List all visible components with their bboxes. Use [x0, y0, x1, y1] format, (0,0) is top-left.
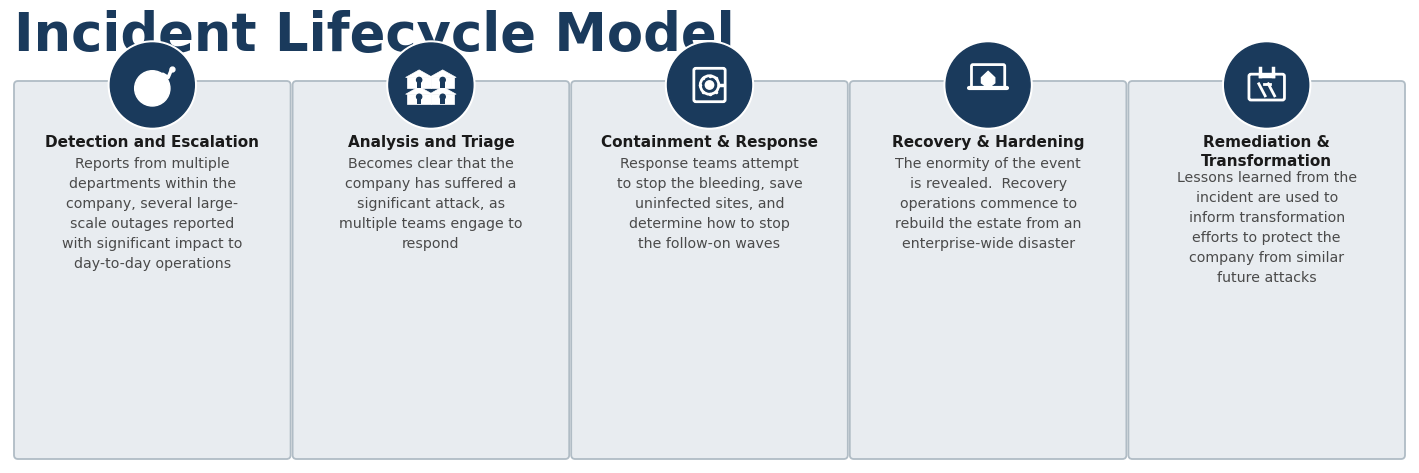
Polygon shape: [982, 71, 995, 88]
Text: Incident Lifecycle Model: Incident Lifecycle Model: [14, 10, 735, 62]
Circle shape: [108, 41, 196, 129]
Polygon shape: [406, 70, 433, 78]
Text: Detection and Escalation: Detection and Escalation: [45, 135, 260, 150]
Circle shape: [946, 43, 1030, 127]
FancyBboxPatch shape: [850, 81, 1127, 459]
Text: Lessons learned from the
incident are used to
inform transformation
efforts to p: Lessons learned from the incident are us…: [1176, 171, 1357, 285]
Polygon shape: [417, 99, 421, 105]
Circle shape: [389, 43, 473, 127]
Circle shape: [667, 43, 752, 127]
Circle shape: [666, 41, 753, 129]
FancyBboxPatch shape: [292, 81, 569, 459]
Circle shape: [1223, 41, 1311, 129]
Polygon shape: [407, 94, 431, 105]
Circle shape: [705, 81, 714, 89]
Text: Response teams attempt
to stop the bleeding, save
uninfected sites, and
determin: Response teams attempt to stop the bleed…: [617, 157, 802, 251]
Circle shape: [111, 43, 194, 127]
Circle shape: [944, 41, 1032, 129]
Polygon shape: [407, 78, 431, 88]
Text: Analysis and Triage: Analysis and Triage: [348, 135, 514, 150]
Text: Recovery & Hardening: Recovery & Hardening: [893, 135, 1084, 150]
Polygon shape: [429, 87, 455, 94]
FancyBboxPatch shape: [1128, 81, 1405, 459]
Circle shape: [1225, 43, 1308, 127]
Circle shape: [440, 78, 446, 83]
Circle shape: [135, 71, 170, 106]
Circle shape: [417, 78, 421, 83]
Text: Reports from multiple
departments within the
company, several large-
scale outag: Reports from multiple departments within…: [62, 157, 243, 271]
FancyBboxPatch shape: [572, 81, 847, 459]
Circle shape: [417, 94, 421, 99]
Polygon shape: [406, 87, 433, 94]
Polygon shape: [440, 82, 446, 88]
Polygon shape: [417, 82, 421, 88]
Circle shape: [387, 41, 475, 129]
Circle shape: [440, 94, 446, 99]
Polygon shape: [440, 99, 446, 105]
FancyBboxPatch shape: [14, 81, 291, 459]
Text: Containment & Response: Containment & Response: [602, 135, 817, 150]
Polygon shape: [431, 94, 454, 105]
Polygon shape: [429, 70, 455, 78]
Polygon shape: [431, 78, 454, 88]
Text: Becomes clear that the
company has suffered a
significant attack, as
multiple te: Becomes clear that the company has suffe…: [339, 157, 522, 251]
Text: Remediation &
Transformation: Remediation & Transformation: [1200, 135, 1332, 168]
Text: The enormity of the event
is revealed.  Recovery
operations commence to
rebuild : The enormity of the event is revealed. R…: [895, 157, 1081, 251]
